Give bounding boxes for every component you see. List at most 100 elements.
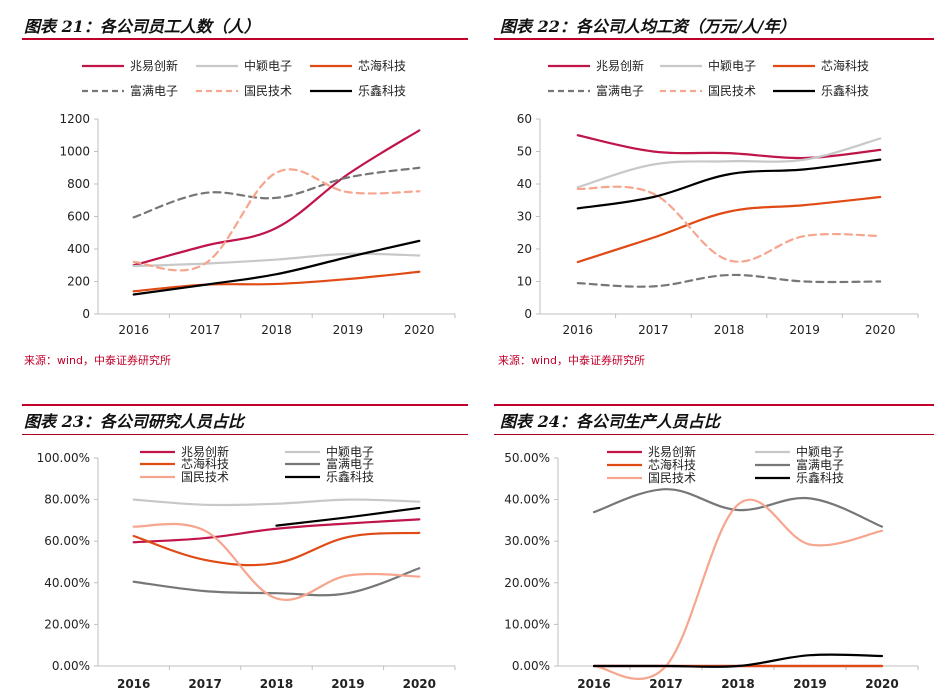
x-tick-label: 2016 xyxy=(117,677,150,691)
x-tick-label: 2020 xyxy=(865,323,896,337)
y-tick-label: 0 xyxy=(82,307,90,321)
legend-label-3: 富满电子 xyxy=(596,83,644,98)
y-tick-label: 40.00% xyxy=(44,576,90,590)
chart24-title-rule-bottom xyxy=(494,434,934,435)
x-tick-label: 2017 xyxy=(638,323,669,337)
legend-label-1: 中颖电子 xyxy=(244,58,292,73)
x-tick-label: 2017 xyxy=(190,323,221,337)
legend-label-1: 中颖电子 xyxy=(708,58,756,73)
chart23-rd-staff-share: 0.00% 20.00% 40.00% 60.00% 80.00% 100.00% 2016… xyxy=(37,444,456,691)
chart21-title-rule xyxy=(22,38,468,40)
series-line-2 xyxy=(576,195,882,264)
y-tick-label: 80.00% xyxy=(44,493,90,507)
y-tick-label: 800 xyxy=(67,177,90,191)
series-line-0 xyxy=(132,518,421,544)
x-tick-label: 2017 xyxy=(188,677,221,691)
series-line-5 xyxy=(576,158,882,210)
legend-label-0: 兆易创新 xyxy=(648,444,696,459)
series-line-4 xyxy=(132,168,421,272)
y-tick-label: 1200 xyxy=(59,112,90,126)
chart22-title-rule xyxy=(494,38,934,40)
y-tick-label: 20 xyxy=(517,242,532,256)
series-line-3 xyxy=(132,567,421,597)
y-tick-label: 30 xyxy=(517,210,532,224)
y-tick-label: 0.00% xyxy=(52,659,90,673)
legend-label-2: 芯海科技 xyxy=(648,457,696,472)
series-line-5 xyxy=(275,506,421,527)
y-tick-label: 30.00% xyxy=(504,534,550,548)
x-tick-label: 2019 xyxy=(793,677,826,691)
series-line-3 xyxy=(576,273,882,288)
y-tick-label: 10.00% xyxy=(504,617,550,631)
legend-label-5: 乐鑫科技 xyxy=(358,83,406,98)
chart22-title: 图表 22：各公司人均工资（万元/人/年） xyxy=(500,17,796,36)
chart23-title-rule xyxy=(22,404,468,406)
legend-label-0: 兆易创新 xyxy=(130,58,178,73)
chart21-employee-count: 0 200 400 600 800 1000 1200 2016 2017 2018 2019 202… xyxy=(59,58,456,337)
x-tick-label: 2019 xyxy=(331,677,364,691)
x-tick-label: 2017 xyxy=(649,677,682,691)
chart22-avg-salary: 0 10 20 30 40 50 60 2016 2017 2018 2019 2020 兆易创新 中颖电… xyxy=(517,58,919,337)
x-tick-label: 2020 xyxy=(865,677,898,691)
x-tick-label: 2018 xyxy=(714,323,745,337)
legend-label-2: 芯海科技 xyxy=(358,58,406,73)
chart24-title-rule xyxy=(494,404,934,406)
legend-label-4: 国民技术 xyxy=(181,470,229,484)
legend-label-4: 国民技术 xyxy=(244,84,292,98)
y-tick-label: 600 xyxy=(67,210,90,224)
y-tick-label: 20.00% xyxy=(504,576,550,590)
y-tick-label: 1000 xyxy=(59,145,90,159)
legend-label-1: 中颖电子 xyxy=(326,444,374,459)
chart24-production-staff-share: 0.00% 10.00% 20.00% 30.00% 40.00% 50.00% 2016 2… xyxy=(504,444,919,691)
series-line-0 xyxy=(576,134,882,160)
series-line-5 xyxy=(592,653,884,668)
series-line-4 xyxy=(576,185,882,263)
series-line-2 xyxy=(132,531,421,567)
y-tick-label: 400 xyxy=(67,242,90,256)
legend-label-1: 中颖电子 xyxy=(796,444,844,459)
x-tick-label: 2018 xyxy=(260,677,293,691)
chart21-title: 图表 21：各公司员工人数（人） xyxy=(24,17,260,36)
legend-label-5: 乐鑫科技 xyxy=(796,470,844,485)
y-tick-label: 60 xyxy=(517,112,532,126)
series-line-3 xyxy=(132,166,421,219)
x-tick-label: 2018 xyxy=(721,677,754,691)
chart21-source: 来源：wind，中泰证券研究所 xyxy=(24,354,172,367)
y-tick-label: 0.00% xyxy=(512,659,550,673)
series-line-1 xyxy=(576,137,882,189)
x-tick-label: 2018 xyxy=(261,323,292,337)
x-tick-label: 2019 xyxy=(789,323,820,337)
legend-label-5: 乐鑫科技 xyxy=(821,83,869,98)
legend-label-2: 芯海科技 xyxy=(821,58,869,73)
legend-label-2: 芯海科技 xyxy=(181,456,229,471)
series-line-1 xyxy=(132,252,421,268)
y-tick-label: 100.00% xyxy=(37,451,90,465)
series-line-2 xyxy=(132,270,421,293)
x-tick-label: 2020 xyxy=(404,323,435,337)
y-tick-label: 60.00% xyxy=(44,534,90,548)
legend-label-0: 兆易创新 xyxy=(181,444,229,459)
series-line-4 xyxy=(592,498,884,680)
x-tick-label: 2016 xyxy=(577,677,610,691)
y-tick-label: 40 xyxy=(517,177,532,191)
legend-label-3: 富满电子 xyxy=(130,83,178,98)
x-tick-label: 2019 xyxy=(333,323,364,337)
series-line-1 xyxy=(132,498,421,507)
legend-label-0: 兆易创新 xyxy=(596,58,644,73)
legend-label-5: 乐鑫科技 xyxy=(326,469,374,484)
chart23-title-rule-bottom xyxy=(22,434,468,435)
legend-label-3: 富满电子 xyxy=(326,456,374,471)
chart22-source: 来源：wind，中泰证券研究所 xyxy=(498,354,646,367)
x-tick-label: 2020 xyxy=(403,677,436,691)
series-line-0 xyxy=(132,129,421,267)
y-tick-label: 10 xyxy=(517,275,532,289)
legend-label-4: 国民技术 xyxy=(708,84,756,98)
y-tick-label: 50.00% xyxy=(504,451,550,465)
series-line-5 xyxy=(132,239,421,296)
series-line-4 xyxy=(132,522,421,601)
x-tick-label: 2016 xyxy=(563,323,594,337)
y-tick-label: 50 xyxy=(517,145,532,159)
legend-label-3: 富满电子 xyxy=(796,457,844,472)
y-tick-label: 200 xyxy=(67,275,90,289)
y-tick-label: 0 xyxy=(524,307,532,321)
